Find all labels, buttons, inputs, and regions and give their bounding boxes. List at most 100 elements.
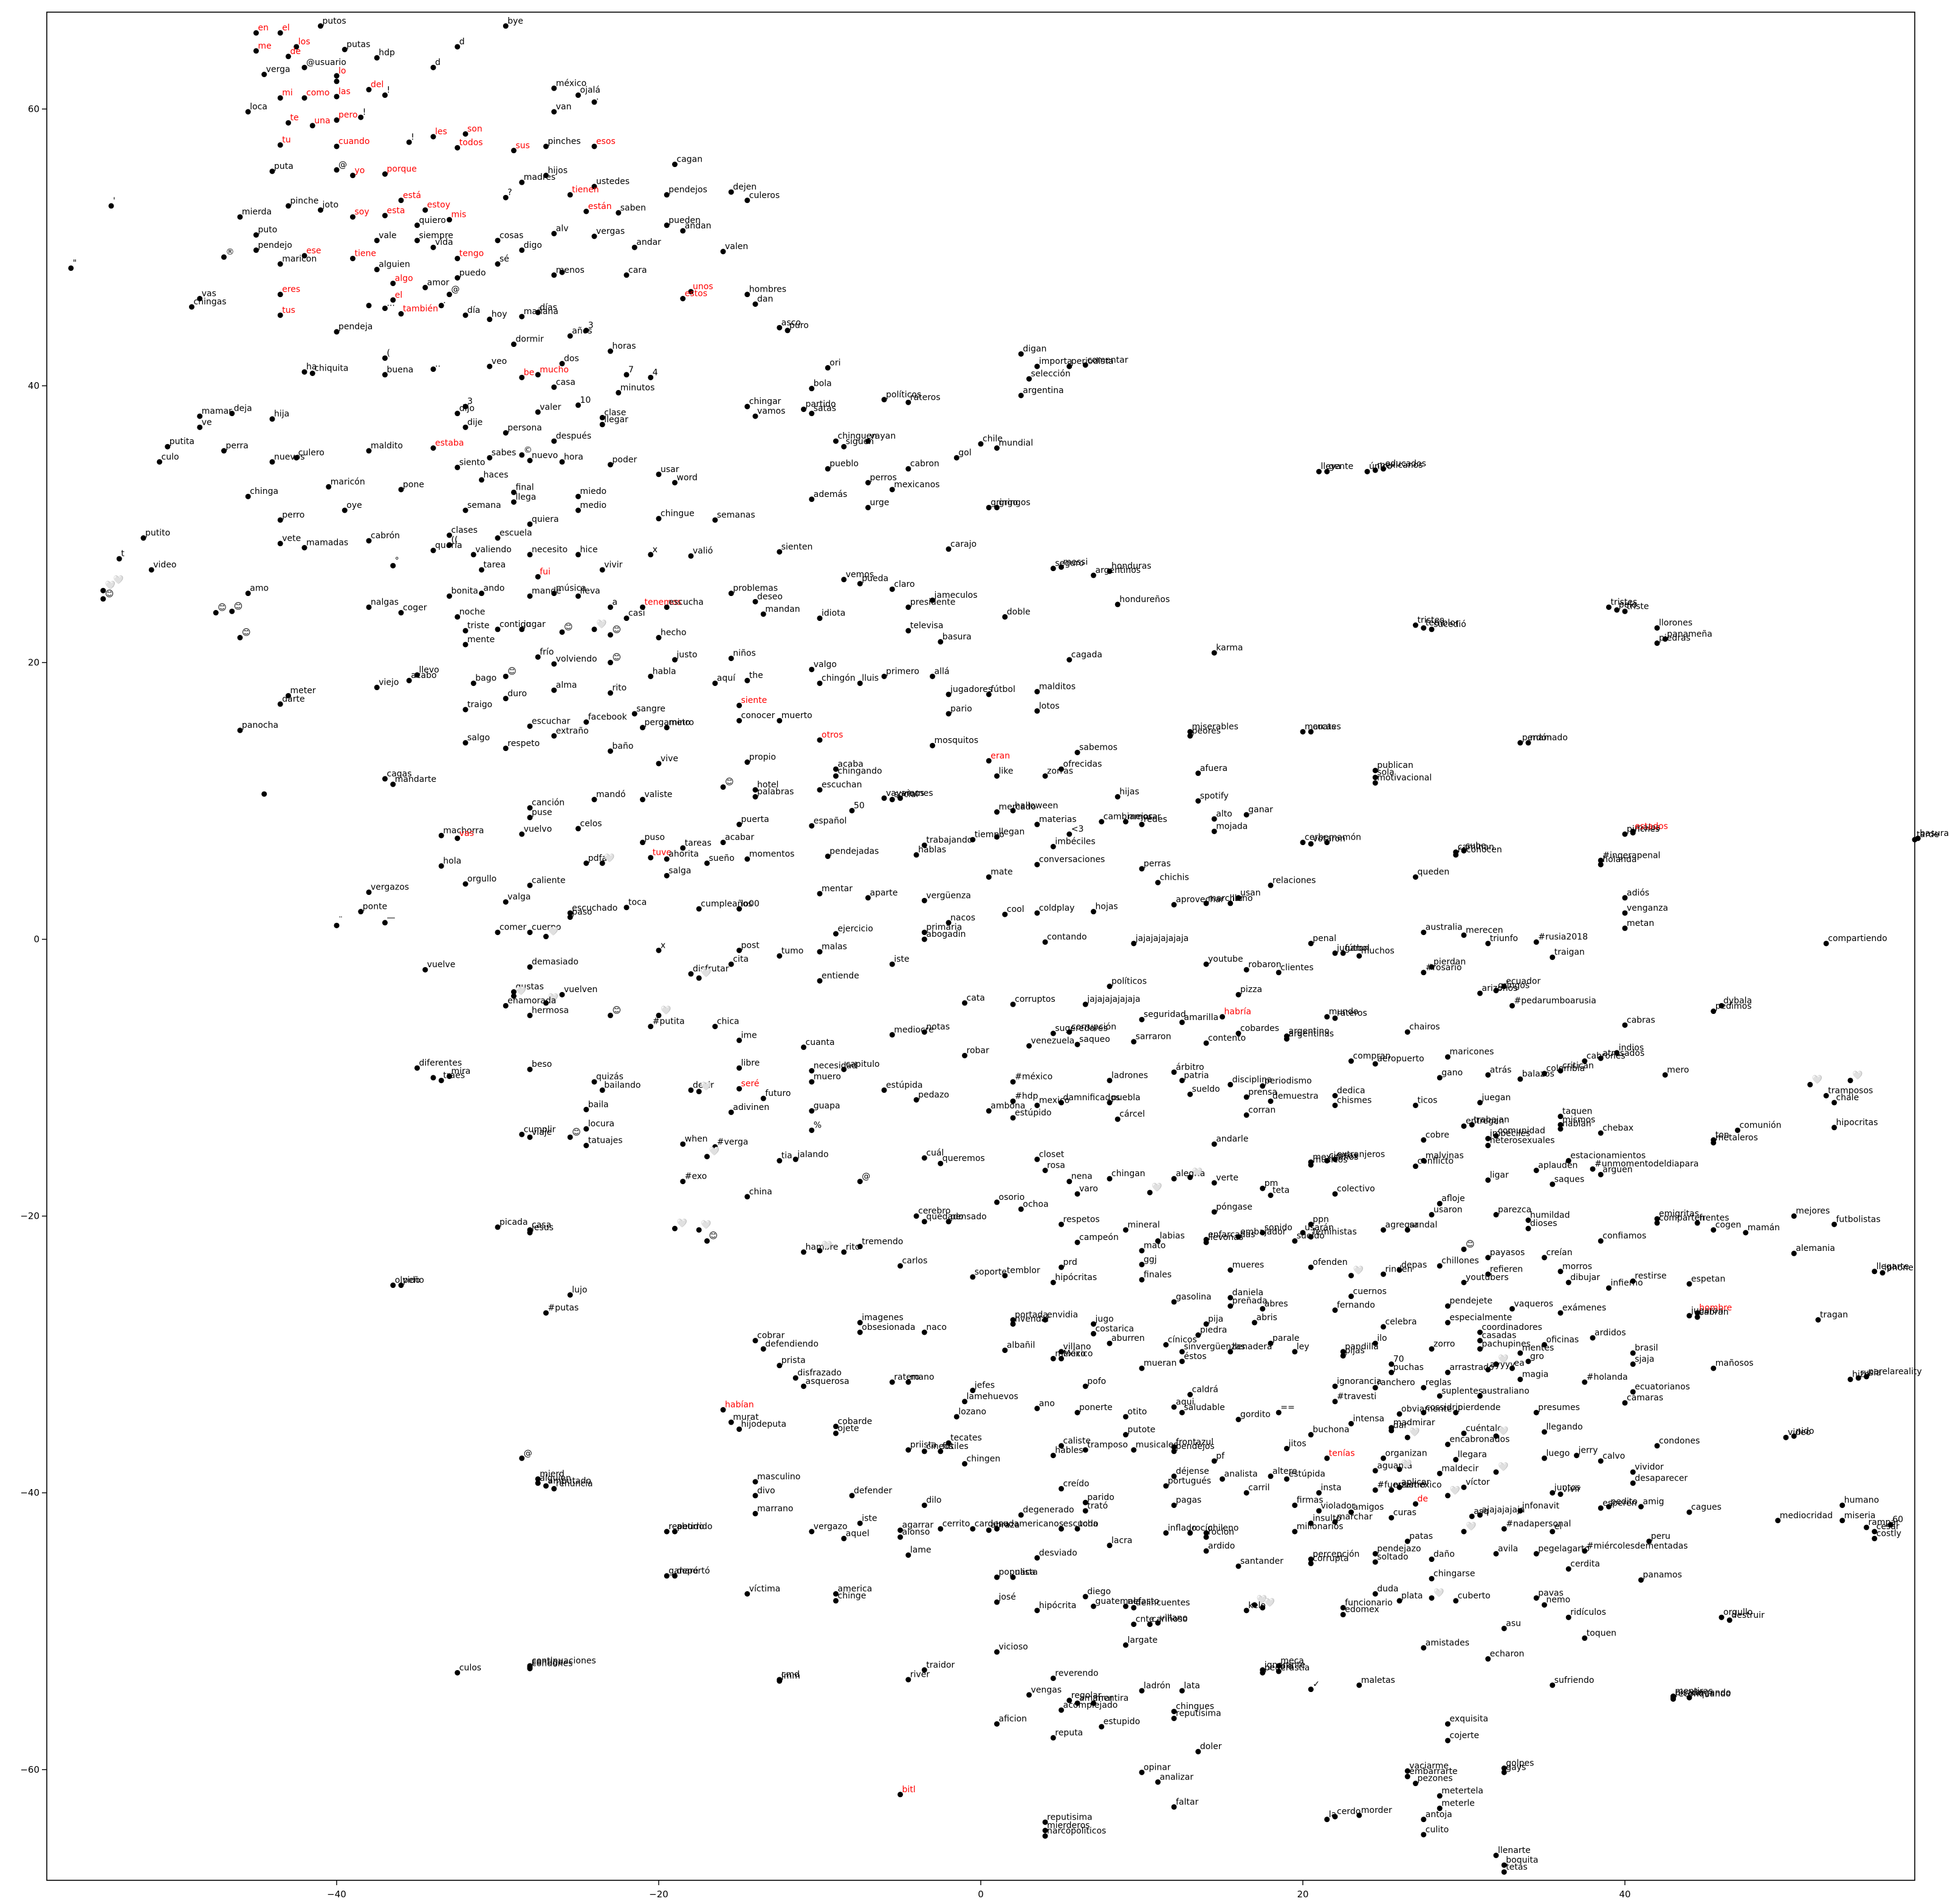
scatter-point: sus <box>511 141 530 154</box>
point-label: 4 <box>653 368 658 377</box>
scatter-point: aquel <box>841 1529 870 1541</box>
point-label: cabrones <box>1587 1052 1626 1061</box>
scatter-point: alma <box>551 680 577 693</box>
point-label: celebra <box>1385 1317 1417 1327</box>
point-label: pedazo <box>918 1090 949 1100</box>
point-label: penal <box>1313 934 1336 943</box>
point-marker <box>930 673 935 679</box>
point-marker <box>567 333 573 339</box>
scatter-point: @ <box>334 160 347 173</box>
scatter-point: coger <box>398 603 427 616</box>
point-label: 🤍 <box>1353 1265 1364 1276</box>
point-label: mueran <box>1144 1358 1176 1368</box>
point-label: 60 <box>1892 1515 1903 1525</box>
scatter-point: payasos <box>1485 1248 1525 1261</box>
scatter-point: carril <box>1243 1483 1270 1496</box>
scatter-point: spotify <box>1195 791 1229 804</box>
point-label: cárcel <box>1119 1109 1145 1119</box>
point-marker <box>744 292 750 298</box>
scatter-point: pendejadas <box>825 846 879 859</box>
scatter-point: iphone <box>1880 1263 1914 1276</box>
point-label: trató <box>1087 1501 1108 1511</box>
scatter-point: está <box>398 191 421 204</box>
point-label: peores <box>1192 726 1221 736</box>
point-label: mente <box>467 635 495 645</box>
scatter-point: presidente <box>905 597 955 610</box>
point-marker <box>462 131 469 137</box>
scatter-point: valió <box>688 546 713 559</box>
point-label: varo <box>1079 1184 1098 1194</box>
scatter-point: tramposo <box>1082 1440 1128 1453</box>
point-label: venezuela <box>1031 1036 1075 1046</box>
scatter-point: hdp <box>374 48 395 61</box>
point-marker <box>253 48 259 54</box>
point-label: chingas <box>194 297 227 307</box>
point-label: pelo <box>1619 600 1637 610</box>
point-label: hola <box>443 856 461 866</box>
point-label: 😊 <box>242 628 251 638</box>
point-marker <box>334 117 340 123</box>
point-label: tatuajes <box>588 1136 623 1146</box>
scatter-point: urge <box>865 498 889 510</box>
point-label: cmd <box>781 1670 800 1680</box>
point-label: iste <box>862 1513 877 1523</box>
scatter-point: soporte <box>970 1267 1007 1280</box>
scatter-point: rocíon <box>1203 1527 1234 1540</box>
point-label: habían <box>725 1400 754 1410</box>
scatter-point: alv <box>551 224 569 236</box>
point-label: meterle <box>1441 1799 1475 1809</box>
point-marker <box>487 454 493 461</box>
point-label: parale <box>1272 1334 1299 1343</box>
point-marker <box>777 549 783 555</box>
scatter-point: póngase <box>1211 1202 1252 1215</box>
point-label: 🤍 <box>1466 1521 1477 1532</box>
point-marker <box>294 454 300 461</box>
point-marker <box>599 414 605 420</box>
scatter-point: horas <box>608 341 636 354</box>
scatter-point: 😊 <box>1461 1239 1475 1252</box>
point-marker <box>398 487 404 493</box>
point-label: #rusia2018 <box>1538 933 1588 942</box>
point-label: ojete <box>838 1423 859 1433</box>
scatter-point: día <box>462 306 480 318</box>
scatter-point: vergazo <box>809 1522 848 1535</box>
point-label: vaqueros <box>1514 1299 1554 1309</box>
scatter-point: mosquitos <box>930 736 978 748</box>
scatter-point: plata <box>1396 1591 1423 1604</box>
scatter-point: sufriendo <box>1550 1676 1594 1688</box>
point-marker <box>865 479 871 485</box>
point-label: aburren <box>1111 1334 1145 1343</box>
point-label: miedo <box>580 487 607 496</box>
point-label: robaron <box>1248 960 1281 970</box>
point-label: . <box>596 92 599 102</box>
point-label: nido <box>1796 1426 1814 1436</box>
point-label: puebla <box>1111 1093 1141 1103</box>
point-label: mediocridad <box>1780 1511 1833 1521</box>
scatter-point: idiota <box>817 609 845 622</box>
point-label: el <box>282 23 290 33</box>
point-label: necesito <box>532 545 568 555</box>
scatter-point: perra <box>221 441 249 454</box>
point-label: 😊 <box>564 622 573 632</box>
point-label: beso <box>532 1060 552 1069</box>
point-marker <box>801 406 806 413</box>
scatter-point: quiera <box>527 515 559 527</box>
point-label: futuro <box>765 1089 791 1098</box>
scatter-point: imbéciles <box>1050 837 1096 849</box>
scatter-point: éstos <box>1179 1352 1207 1365</box>
point-marker <box>551 687 557 693</box>
point-label: estoy <box>427 200 450 210</box>
scatter-point: analizar <box>1155 1772 1193 1785</box>
point-marker <box>608 348 613 354</box>
scatter-point: esos <box>591 137 616 149</box>
point-marker <box>680 296 686 301</box>
point-label: usaron <box>1433 1205 1463 1214</box>
point-label: creían <box>1547 1248 1573 1258</box>
scatter-point: llorones <box>1654 618 1692 631</box>
point-label: ! <box>387 86 391 95</box>
point-label: periodismo <box>1265 1077 1312 1086</box>
point-label: paso <box>572 908 592 917</box>
scatter-point: carajo <box>946 539 977 552</box>
scatter-point: obsesionada <box>857 1323 915 1335</box>
point-label: muero <box>814 1072 841 1082</box>
